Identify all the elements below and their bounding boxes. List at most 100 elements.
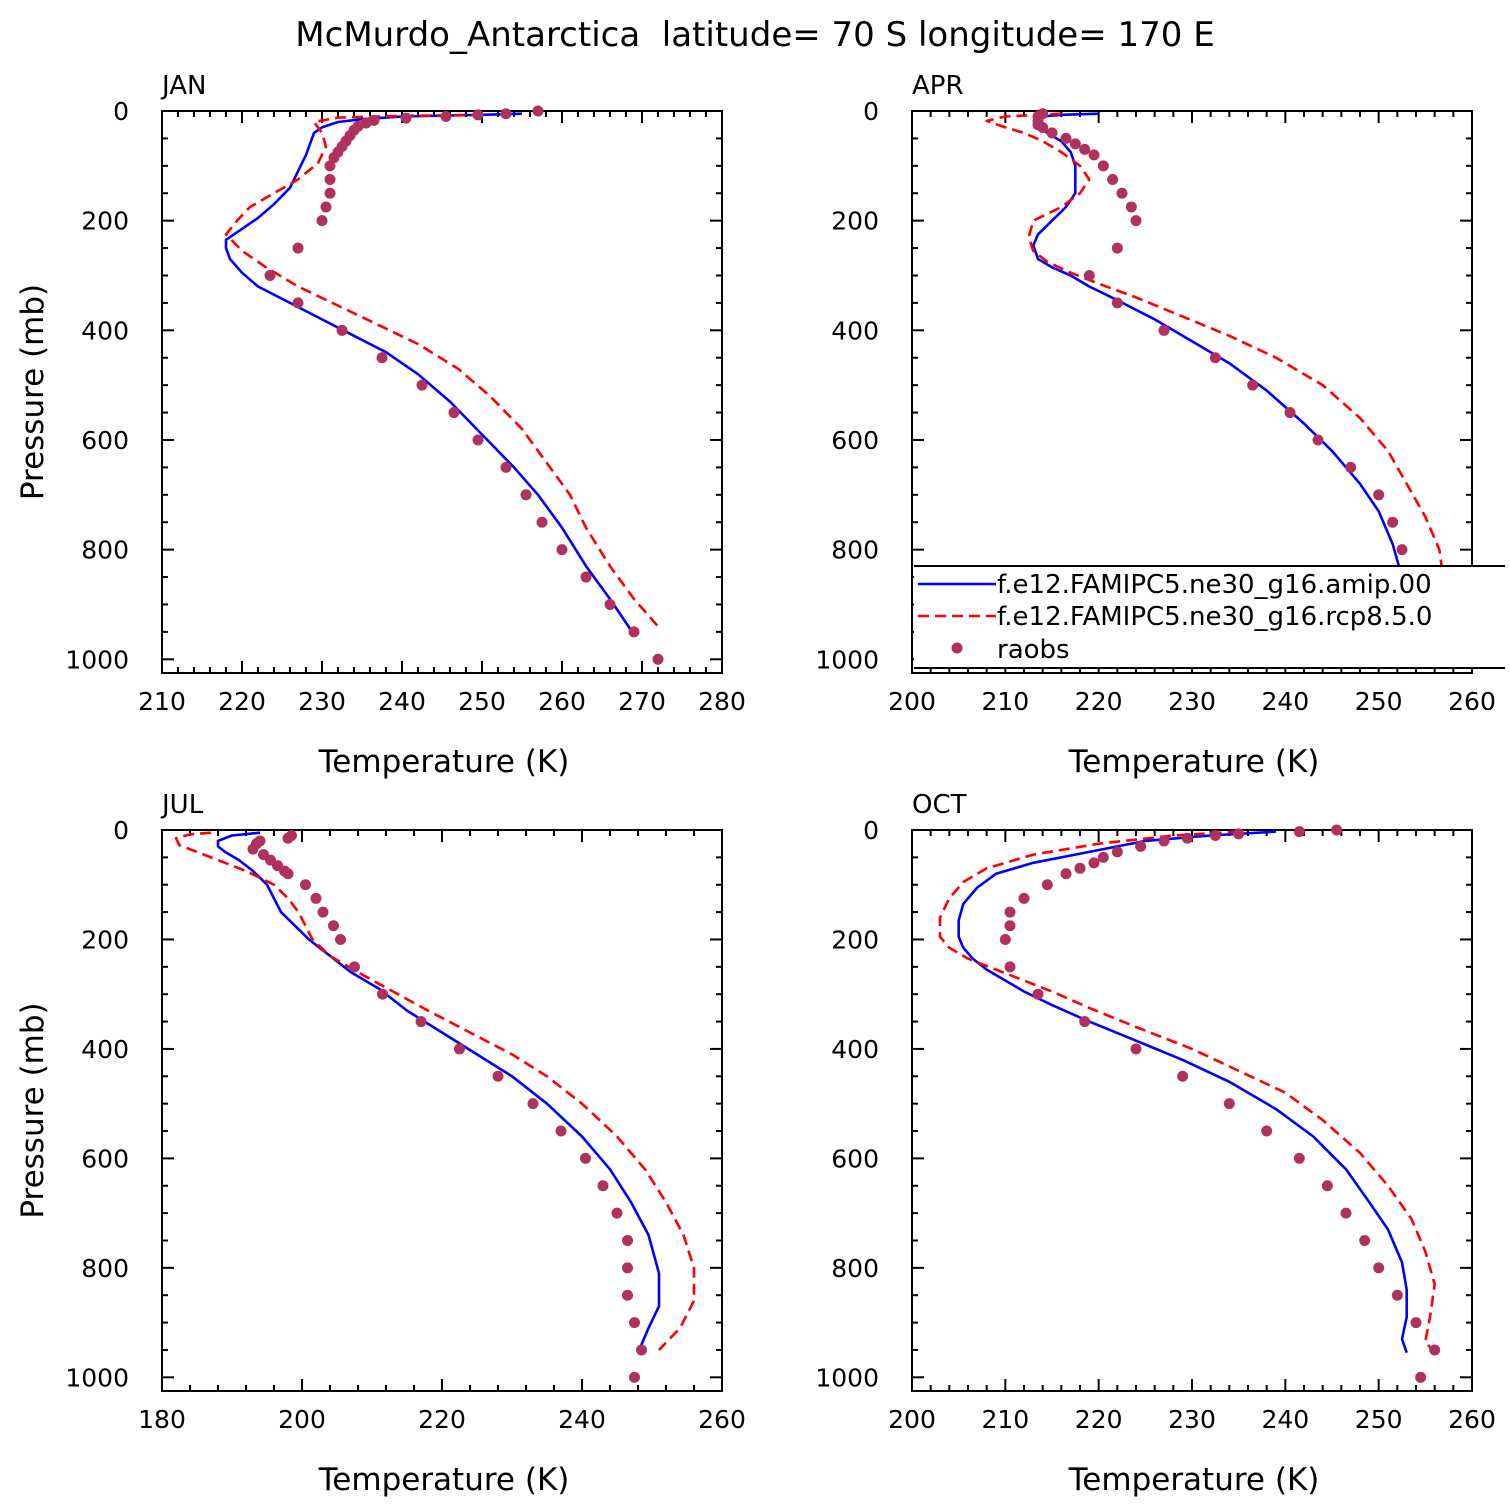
legend-entry: raobs: [951, 635, 1070, 665]
raobs-point: [300, 879, 311, 891]
y-tick-label: 1000: [815, 1363, 879, 1392]
x-tick-label: 200: [278, 1405, 326, 1434]
raobs-point: [1209, 829, 1221, 841]
raobs-point: [1060, 868, 1072, 880]
raobs-point: [400, 112, 412, 124]
x-axis-label: Temperature (K): [318, 744, 570, 780]
raobs-point: [999, 933, 1011, 945]
raobs-point: [1060, 132, 1072, 144]
raobs-point: [1111, 846, 1123, 858]
raobs-point: [1004, 906, 1016, 918]
y-tick-label: 1000: [815, 645, 879, 674]
raobs-point: [604, 598, 616, 610]
y-tick-label: 400: [831, 1035, 879, 1064]
raobs-point: [536, 516, 548, 528]
rcp85-line: [938, 830, 1436, 1354]
raobs-point: [520, 489, 532, 501]
x-tick-label: 250: [1355, 687, 1403, 716]
raobs-point: [1293, 826, 1305, 838]
y-tick-label: 200: [831, 207, 879, 236]
raobs-point: [415, 1016, 427, 1028]
raobs-point: [336, 324, 348, 336]
x-tick-label: 210: [981, 1405, 1029, 1434]
plot-frame: [161, 829, 723, 1392]
x-tick-label: 220: [218, 687, 266, 716]
raobs-point: [1391, 1289, 1403, 1301]
x-tick-label: 240: [1261, 1405, 1309, 1434]
raobs-point: [292, 297, 304, 309]
raobs-point: [580, 1152, 591, 1164]
raobs-point: [1130, 1043, 1142, 1055]
data-area: [224, 105, 664, 665]
amip-line: [224, 112, 636, 636]
raobs-point: [1079, 1016, 1091, 1028]
rcp85-line: [224, 113, 659, 628]
raobs-point: [1331, 824, 1343, 836]
data-area: [985, 108, 1446, 665]
raobs-point: [1340, 1207, 1352, 1219]
raobs-point: [622, 1289, 633, 1301]
raobs-point: [1415, 1371, 1427, 1383]
raobs-point: [500, 108, 512, 120]
raobs-point: [1284, 407, 1296, 419]
data-area: [938, 824, 1441, 1383]
raobs-point: [377, 988, 388, 1000]
y-tick-label: 1000: [65, 645, 129, 674]
raobs-point: [1387, 516, 1399, 528]
y-tick-label: 400: [81, 316, 129, 345]
panel-label: JAN: [160, 71, 206, 101]
rcp85-line: [174, 831, 696, 1351]
raobs-point: [597, 1180, 609, 1192]
amip-line: [1032, 112, 1404, 635]
raobs-point: [1223, 1098, 1235, 1110]
panel-label: JUL: [160, 790, 204, 820]
raobs-point: [317, 906, 329, 918]
raobs-point: [1359, 1234, 1371, 1246]
raobs-point: [1373, 489, 1385, 501]
legend-label: f.e12.FAMIPC5.ne30_g16.rcp8.5.0: [997, 602, 1432, 632]
rcp85-line: [985, 112, 1446, 643]
panel-label: OCT: [912, 790, 967, 820]
x-tick-label: 240: [1261, 687, 1309, 716]
raobs-point: [527, 1098, 539, 1110]
raobs-point: [440, 110, 452, 122]
y-tick-label: 0: [113, 97, 129, 126]
raobs-point: [316, 215, 328, 227]
panels: JAN 210 220 230 240 250 260 270 280 0 200 400 600 800…: [15, 71, 1496, 1498]
raobs-point: [324, 174, 336, 186]
amip-line: [957, 830, 1408, 1354]
raobs-point: [500, 461, 512, 473]
legend-label: raobs: [997, 635, 1070, 665]
y-tick-label: 600: [831, 426, 879, 455]
raobs-point: [1069, 138, 1081, 150]
raobs-point: [1041, 879, 1053, 891]
x-tick-label: 220: [1075, 687, 1123, 716]
raobs-point: [247, 843, 259, 855]
y-tick-label: 800: [81, 536, 129, 565]
panel-jul: JUL 180 200 220 240 260 0 200 400 600 800 1000 Tempe…: [15, 790, 746, 1498]
panel-label: APR: [912, 71, 964, 101]
raobs-point: [1158, 835, 1170, 847]
raobs-point: [282, 868, 294, 880]
amip-line: [216, 831, 661, 1354]
raobs-point: [1396, 544, 1408, 556]
y-tick-label: 0: [863, 97, 879, 126]
y-tick-label: 200: [831, 925, 879, 954]
legend: f.e12.FAMIPC5.ne30_g16.amip.00f.e12.FAMI…: [914, 565, 1505, 669]
raobs-point: [1116, 187, 1128, 199]
raobs-point: [1410, 1317, 1422, 1329]
raobs-point: [1088, 149, 1100, 161]
x-tick-label: 240: [378, 687, 426, 716]
raobs-point: [1233, 828, 1245, 840]
y-tick-label: 800: [831, 536, 879, 565]
raobs-point: [1107, 174, 1119, 186]
raobs-point: [1177, 1070, 1189, 1082]
raobs-point: [1018, 892, 1030, 904]
raobs-point: [580, 571, 592, 583]
raobs-point: [1111, 297, 1123, 309]
raobs-point: [652, 653, 664, 665]
raobs-point: [1097, 160, 1109, 172]
x-tick-label: 270: [618, 687, 666, 716]
raobs-point: [1097, 851, 1109, 863]
